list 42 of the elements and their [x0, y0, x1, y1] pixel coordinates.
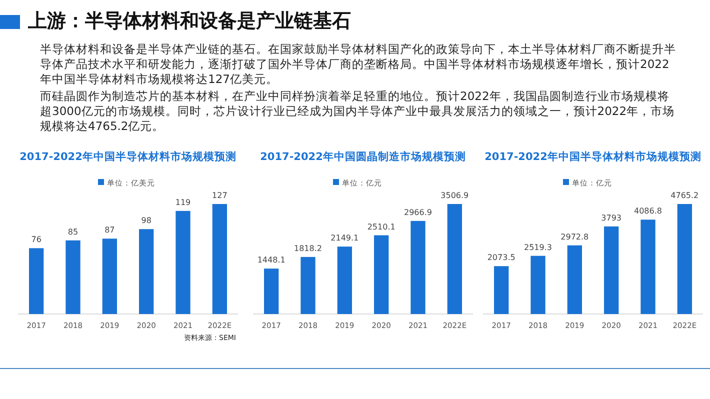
- chart-title: 2017-2022年中国半导体材料市场规模预测: [484, 150, 702, 163]
- bar: [337, 246, 352, 314]
- bar: [567, 245, 582, 314]
- bar: [494, 266, 509, 314]
- data-label: 87: [104, 226, 115, 235]
- data-label: 98: [141, 216, 152, 226]
- bar: [640, 220, 656, 314]
- chart-title: 2017-2022年中国半导体材料市场规模预测: [20, 150, 236, 163]
- bar: [66, 240, 80, 314]
- text: 而硅晶圆作为制造芯片的基本材料，在产业中同样扮演着举足轻重的地位。预计2022年，我国晶圆制造行业市场规模将超3000亿元的市场规模。同时，芯片设计行业已经成为国内半导体产业中最具发展活力的领域之一，预计2022年，市场规模将达4765.2亿元。: [40, 89, 676, 134]
- data-label: 119: [175, 198, 191, 207]
- text: 上游：半导体材料和设备是产业链基石: [28, 9, 351, 34]
- data-label: 1448.1: [257, 256, 286, 265]
- bar: [677, 204, 692, 314]
- data-label: 2972.8: [560, 232, 589, 242]
- bar: [176, 210, 190, 314]
- bar: [264, 268, 279, 314]
- data-label: 2073.5: [487, 253, 516, 262]
- chart-title: 2017-2022年中国圆晶制造市场规模预测: [260, 150, 466, 163]
- bar: [530, 256, 546, 314]
- data-label: 1818.2: [294, 244, 322, 253]
- data-label: 4086.8: [634, 206, 662, 216]
- data-label: 4765.2: [670, 191, 699, 200]
- bar: [604, 226, 619, 314]
- bar: [102, 238, 117, 314]
- data-label: 85: [68, 227, 78, 236]
- data-label: 3793: [601, 213, 622, 222]
- bar: [212, 204, 227, 314]
- text: 半导体材料和设备是半导体产业链的基石。在国家鼓励半导体材料国产化的政策导向下，本土半导体材料厂商不断提升半导体产品技术水平和研发能力，逐渐打破了国外半导体厂商的垄断格局。中国半导体材料市场规模逐年增长，预计2022年中国半导体材料市场规模将达127亿美元。: [40, 42, 677, 87]
- data-label: 127: [212, 191, 228, 200]
- bar: [410, 220, 426, 314]
- data-label: 2149.1: [330, 234, 359, 243]
- bar: [300, 256, 316, 314]
- data-label: 2510.1: [367, 222, 396, 232]
- bar: [374, 235, 389, 314]
- bar: [29, 248, 44, 314]
- bar: [447, 204, 462, 314]
- data-label: 3506.9: [440, 191, 469, 200]
- bar: [139, 229, 154, 314]
- data-label: 76: [31, 235, 42, 244]
- data-label: 2966.9: [404, 208, 432, 217]
- data-label: 2519.3: [524, 242, 552, 252]
